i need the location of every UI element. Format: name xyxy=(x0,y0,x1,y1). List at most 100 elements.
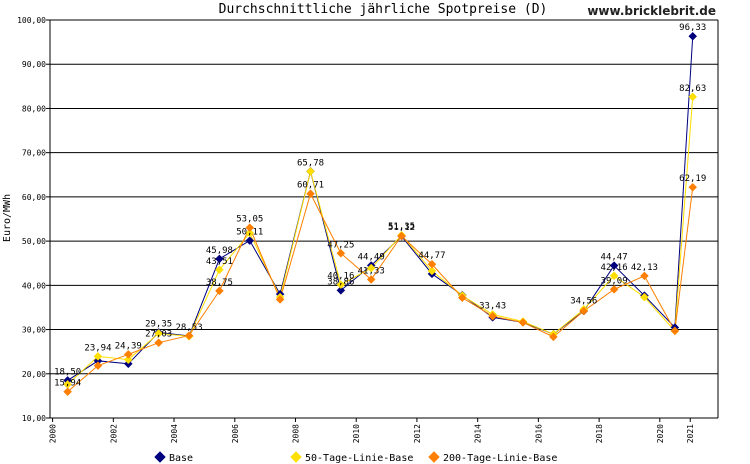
y-tick-label: 30,00 xyxy=(22,326,46,335)
axes xyxy=(49,20,719,419)
y-ticks: 10,00 20,00 30,00 40,00 50,00 60,00 70,00 80,00… xyxy=(17,16,50,423)
data-label: 23,94 xyxy=(84,343,111,353)
data-point xyxy=(688,31,698,41)
x-ticks: 2000 2002 2004 2006 2008 2010 2012 2014 2016 2018… xyxy=(49,418,695,443)
data-point xyxy=(93,361,103,370)
data-point xyxy=(154,338,163,348)
data-label: 53,05 xyxy=(236,215,263,225)
data-point xyxy=(306,189,315,199)
x-tick-label: 2004 xyxy=(170,424,179,443)
data-label: 27,03 xyxy=(145,330,172,340)
watermark-text: www.bricklebrit.de xyxy=(587,4,716,18)
x-tick-label: 2010 xyxy=(352,424,361,443)
data-label: 38,75 xyxy=(206,278,233,288)
data-label: 42,16 xyxy=(601,263,628,273)
legend-marker xyxy=(290,451,302,463)
data-label: 65,78 xyxy=(297,158,324,168)
data-label: 41,33 xyxy=(358,266,385,276)
data-label: 51,35 xyxy=(388,222,415,232)
gridlines xyxy=(50,19,718,419)
y-tick-label: 50,00 xyxy=(22,237,46,246)
data-point xyxy=(306,166,315,176)
x-tick-label: 2020 xyxy=(656,424,665,443)
y-tick-label: 10,00 xyxy=(22,414,46,423)
y-tick-label: 40,00 xyxy=(22,281,46,290)
y-tick-label: 70,00 xyxy=(22,149,46,158)
data-point xyxy=(245,223,255,232)
data-label: 43,51 xyxy=(206,257,233,267)
data-label: 42,13 xyxy=(631,263,658,273)
data-point xyxy=(427,259,437,269)
data-point xyxy=(63,387,72,397)
data-label: 24,39 xyxy=(115,341,142,351)
data-point xyxy=(366,275,376,284)
data-label: 33,43 xyxy=(479,301,506,311)
data-point xyxy=(670,326,680,336)
y-tick-label: 80,00 xyxy=(22,104,46,113)
data-point xyxy=(123,350,133,359)
data-point xyxy=(245,228,255,238)
chart-title: Durchschnittliche jährliche Spotpreise (… xyxy=(219,2,548,17)
data-label: 34,56 xyxy=(570,296,597,306)
y-axis-label: Euro/MWh xyxy=(2,194,13,242)
data-point xyxy=(457,293,467,303)
data-point xyxy=(215,286,224,296)
data-label: 18,50 xyxy=(54,367,81,377)
data-label: 44,47 xyxy=(601,253,628,263)
x-tick-label: 2018 xyxy=(595,424,604,443)
legend-label: 50-Tage-Linie-Base xyxy=(305,453,413,464)
series-line xyxy=(67,96,694,385)
data-label: 51,12 xyxy=(388,223,415,233)
data-point xyxy=(336,280,346,289)
data-point xyxy=(275,295,285,304)
legend-label: Base xyxy=(169,453,193,464)
data-label: 40,16 xyxy=(327,272,354,282)
x-tick-label: 2002 xyxy=(109,424,118,443)
y-tick-label: 100,00 xyxy=(17,16,46,25)
data-point xyxy=(640,271,649,281)
data-point xyxy=(366,263,376,273)
data-point xyxy=(184,331,194,340)
data-point xyxy=(549,332,558,342)
data-label: 39,09 xyxy=(601,276,628,286)
data-point xyxy=(609,261,619,270)
data-point xyxy=(245,236,255,245)
data-point xyxy=(609,271,619,281)
x-tick-label: 2006 xyxy=(231,424,240,443)
x-tick-label: 2014 xyxy=(474,424,483,443)
data-point xyxy=(215,265,224,275)
data-point xyxy=(640,292,649,302)
data-label: 44,77 xyxy=(418,251,445,261)
x-tick-label: 2021 xyxy=(686,424,695,443)
x-tick-label: 2000 xyxy=(49,424,58,443)
data-point xyxy=(215,254,224,264)
series-line xyxy=(67,36,694,381)
x-tick-label: 2008 xyxy=(291,424,300,443)
data-point xyxy=(336,286,346,295)
legend-label: 200-Tage-Linie-Base xyxy=(443,453,557,464)
data-label: 38,86 xyxy=(327,277,354,287)
x-tick-label: 2012 xyxy=(413,424,422,443)
data-point xyxy=(397,231,406,241)
y-tick-label: 20,00 xyxy=(22,370,46,379)
data-label: 44,49 xyxy=(358,252,385,262)
data-point xyxy=(688,182,698,192)
data-label: 45,98 xyxy=(206,246,233,256)
legend-marker xyxy=(428,451,440,463)
data-point xyxy=(154,329,163,338)
data-label: 62,19 xyxy=(679,174,706,184)
data-point xyxy=(609,285,619,294)
data-point xyxy=(427,266,437,276)
legend: Base 50-Tage-Linie-Base 200-Tage-Linie-Bas… xyxy=(154,451,557,464)
data-label: 29,35 xyxy=(145,319,172,329)
data-point xyxy=(336,248,346,258)
data-point xyxy=(123,355,133,365)
data-label: 47,25 xyxy=(327,240,354,250)
data-label: 50,11 xyxy=(236,228,263,238)
data-label: 96,33 xyxy=(679,23,706,33)
data-label: 15,94 xyxy=(54,379,81,389)
data-point xyxy=(688,92,698,102)
x-tick-label: 2016 xyxy=(534,424,543,443)
